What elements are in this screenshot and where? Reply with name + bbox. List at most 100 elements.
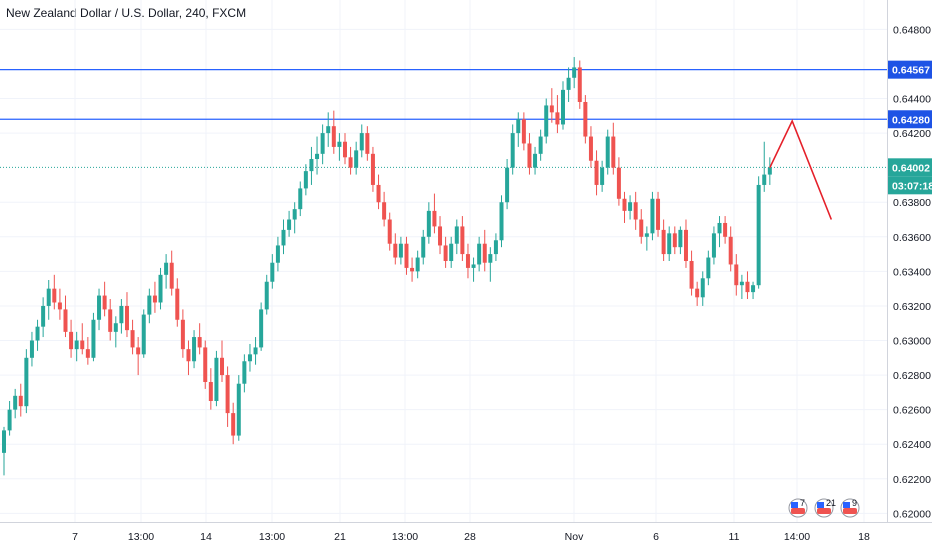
candle-body — [756, 184, 761, 286]
candle-body — [454, 226, 459, 244]
candle — [203, 340, 208, 389]
candle — [493, 233, 498, 261]
candle — [393, 233, 398, 265]
y-tick-label: 0.63000 — [893, 336, 931, 348]
candle-body — [533, 153, 538, 168]
candle-body — [337, 141, 342, 147]
candle — [460, 216, 465, 261]
candle — [259, 302, 264, 351]
candle — [683, 219, 688, 268]
projection-path[interactable] — [769, 118, 833, 220]
candle-body — [561, 89, 565, 125]
candle-body — [605, 136, 610, 168]
candle-body — [309, 159, 314, 172]
candle — [136, 337, 141, 376]
candle — [169, 250, 174, 296]
candle — [728, 226, 733, 272]
candle-body — [124, 305, 129, 331]
candle — [281, 219, 286, 255]
candle — [41, 297, 46, 338]
candle — [2, 426, 6, 476]
candle — [438, 216, 443, 255]
candle — [247, 343, 252, 372]
y-tick-label: 0.62000 — [893, 508, 931, 520]
level-price-tag: 0.64280 — [888, 110, 932, 129]
candle-body — [186, 349, 191, 362]
us-flag-icon[interactable]: 21 — [814, 498, 836, 518]
candle — [141, 309, 146, 358]
event-icons: 7 21 9 — [788, 498, 860, 518]
candle — [292, 202, 297, 234]
candle-body — [432, 210, 437, 227]
candle — [465, 243, 470, 279]
candle — [678, 226, 683, 255]
candle — [689, 250, 694, 296]
flag-stripes — [791, 508, 805, 514]
candle-body — [510, 133, 515, 168]
candle — [767, 157, 772, 185]
candle — [348, 146, 353, 175]
candle — [410, 257, 415, 282]
y-tick-label: 0.62800 — [893, 370, 931, 382]
price-axis[interactable]: 0.64800 0.64400 0.64200 0.63800 0.63600 0.634… — [893, 24, 931, 520]
candle-body — [695, 288, 700, 298]
candle — [611, 122, 616, 175]
us-flag-icon[interactable]: 9 — [840, 498, 860, 518]
candle-body — [41, 305, 46, 327]
candle-body — [572, 67, 577, 78]
candle-body — [404, 243, 409, 268]
candle-body — [588, 136, 593, 161]
candle-body — [141, 314, 146, 355]
candle — [158, 267, 163, 310]
y-tick-label: 0.63600 — [893, 232, 931, 244]
candle — [443, 236, 448, 268]
candle-body — [443, 245, 448, 261]
candle-body — [225, 375, 230, 414]
candle — [175, 278, 180, 327]
level-price-tag-bg — [888, 60, 932, 79]
candle-body — [767, 167, 772, 175]
candle — [499, 195, 504, 248]
candle-body — [398, 243, 403, 258]
flag-canton — [843, 502, 850, 508]
projection-lines — [769, 118, 833, 220]
time-axis[interactable]: 7 13:00 14 13:00 21 13:00 28 Nov 6 11 14:00 18 — [72, 531, 870, 543]
candle-body — [622, 198, 627, 211]
candle-body — [583, 101, 588, 137]
candle — [208, 368, 213, 410]
candle — [521, 112, 526, 151]
candle — [303, 164, 308, 196]
x-tick-label: 14:00 — [784, 531, 810, 543]
candle-body — [566, 77, 571, 90]
candle-body — [577, 67, 582, 102]
x-tick-label: 7 — [72, 531, 78, 543]
candle-body — [482, 243, 487, 263]
y-tick-label: 0.63800 — [893, 197, 931, 209]
candle — [672, 226, 677, 255]
candle-body — [326, 126, 331, 134]
candle-body — [376, 184, 381, 203]
candle — [69, 319, 74, 358]
candle — [102, 281, 107, 317]
candle-body — [616, 167, 621, 199]
candle — [516, 112, 521, 147]
candle-body — [281, 229, 286, 246]
level-price-tag-text: 0.64567 — [892, 65, 930, 77]
y-tick-label: 0.64200 — [893, 128, 931, 140]
candle-body — [18, 395, 23, 407]
candle-body — [382, 202, 387, 220]
candle-body — [628, 202, 633, 211]
x-tick-label: 18 — [858, 531, 870, 543]
us-flag-icon[interactable]: 7 — [788, 498, 808, 518]
level-price-tag-text: 0.64280 — [892, 114, 930, 126]
candle — [220, 340, 225, 382]
candle-body — [650, 198, 655, 234]
candle-body — [633, 202, 638, 220]
grid — [0, 0, 887, 522]
candle — [644, 226, 649, 251]
candle — [18, 383, 23, 417]
candle — [97, 288, 102, 331]
candle-body — [108, 309, 113, 332]
current-price-tag-bg — [888, 158, 932, 177]
